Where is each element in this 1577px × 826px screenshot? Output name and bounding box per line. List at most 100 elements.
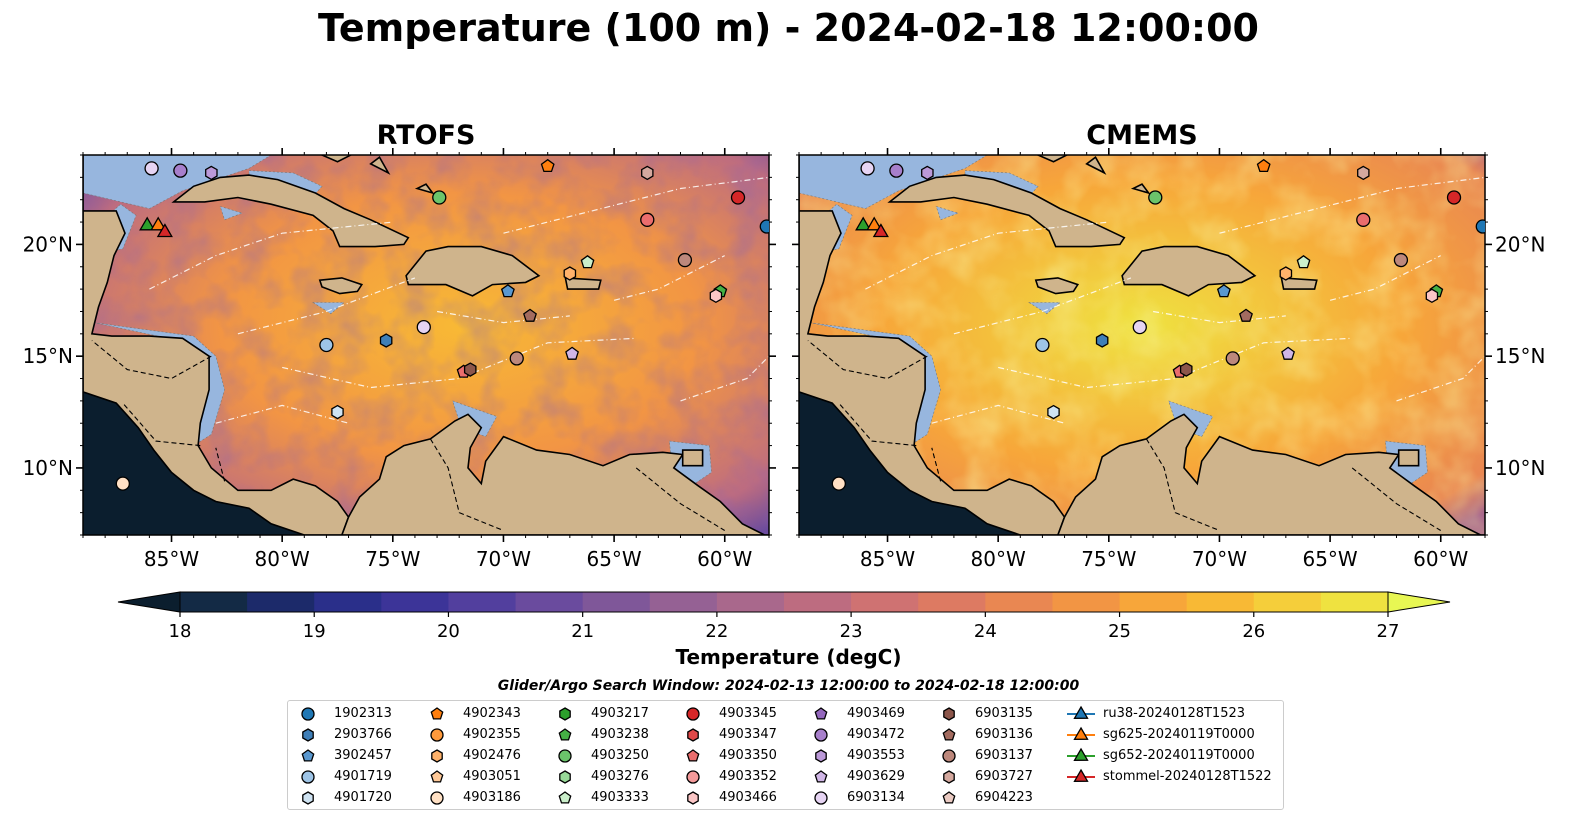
argo-float-marker bbox=[416, 319, 431, 335]
legend-marker bbox=[302, 791, 314, 805]
land-puertoRico bbox=[1280, 277, 1318, 290]
land-centralAmerica bbox=[83, 155, 350, 535]
shelf-water bbox=[935, 205, 960, 221]
eez-boundary bbox=[1153, 310, 1286, 324]
legend-marker bbox=[815, 749, 827, 763]
argo-float-marker bbox=[1148, 190, 1163, 205]
legend-symbol bbox=[302, 728, 314, 742]
argo-float-marker bbox=[709, 288, 723, 304]
colorbar-tick-label: 25 bbox=[1108, 621, 1131, 640]
colorbar-segment bbox=[1052, 592, 1121, 612]
colorbar: 18 19 20 21 22 23 24 25 26 27 bbox=[117, 591, 1451, 640]
legend-symbol bbox=[686, 707, 700, 721]
country-border bbox=[1351, 467, 1441, 531]
legend-marker bbox=[942, 791, 956, 804]
lon-tick-label: 65°W bbox=[586, 547, 641, 571]
legend-symbol bbox=[943, 770, 955, 784]
legend-label: sg625-20240119T0000 bbox=[1103, 727, 1255, 742]
argo-float-marker bbox=[144, 161, 159, 176]
land-bahamasB bbox=[369, 156, 391, 175]
glider-marker bbox=[156, 223, 173, 238]
legend-symbol bbox=[814, 707, 828, 720]
glider-marker bbox=[150, 216, 167, 231]
colorbar-segment bbox=[784, 592, 852, 612]
figure-canvas: 85°W 80°W 75°W 70°W 65°W 60°W 20°N 15°N 10°N 85°… bbox=[23, 148, 1545, 640]
legend-symbol bbox=[558, 791, 572, 804]
shelf-water bbox=[83, 155, 272, 209]
legend-label: 6903136 bbox=[975, 727, 1033, 742]
legend-symbol bbox=[942, 791, 956, 804]
legend-marker bbox=[687, 728, 699, 742]
legend-label: 4903345 bbox=[719, 706, 777, 721]
legend-label: 6903137 bbox=[975, 748, 1033, 763]
argo-float-marker bbox=[509, 351, 524, 366]
legend-label: 4903352 bbox=[719, 769, 777, 784]
legend-label: stommel-20240128T1522 bbox=[1103, 769, 1272, 784]
argo-float-marker bbox=[1095, 333, 1109, 348]
legend-marker bbox=[559, 770, 571, 784]
legend-label: sg652-20240119T0000 bbox=[1103, 748, 1255, 763]
shelf-water bbox=[312, 302, 345, 315]
legend-marker bbox=[814, 791, 828, 805]
colorbar-label: Temperature (degC) bbox=[675, 645, 902, 669]
colorbar-tick-label: 24 bbox=[974, 621, 997, 640]
colorbar-segment bbox=[985, 592, 1053, 612]
legend-label: 4903469 bbox=[847, 706, 905, 721]
eez-boundary bbox=[953, 277, 1132, 335]
lon-tick-label: 70°W bbox=[1192, 547, 1247, 571]
panel-title-cmems: CMEMS bbox=[1086, 120, 1198, 151]
argo-float-marker bbox=[205, 165, 218, 181]
country-border bbox=[807, 340, 928, 380]
colorbar-segment bbox=[1186, 592, 1255, 612]
legend-marker bbox=[558, 791, 572, 804]
argo-float-marker bbox=[860, 161, 875, 176]
lon-tick-label: 80°W bbox=[255, 547, 310, 571]
legend-triangle bbox=[1073, 705, 1089, 719]
land-puertoRico bbox=[564, 277, 602, 290]
colorbar-segment bbox=[314, 592, 382, 612]
legend-label: 1902313 bbox=[334, 706, 392, 721]
eez-boundary bbox=[865, 221, 1109, 290]
argo-float-marker bbox=[1296, 254, 1311, 269]
colorbar-tick-label: 19 bbox=[303, 621, 326, 640]
legend-symbol bbox=[558, 749, 572, 763]
argo-float-marker bbox=[1216, 284, 1231, 298]
glider-marker bbox=[866, 216, 883, 231]
argo-float-marker bbox=[1035, 337, 1050, 353]
argo-float-marker bbox=[889, 163, 904, 178]
legend-label: 4903347 bbox=[719, 727, 777, 742]
legend-symbol bbox=[687, 791, 699, 805]
colorbar-segment bbox=[1119, 592, 1188, 612]
legend-label: 4902343 bbox=[463, 706, 521, 721]
legend-marker bbox=[302, 728, 314, 742]
land-hispaniola bbox=[405, 245, 541, 297]
lat-tick-label: 20°N bbox=[1495, 232, 1545, 256]
eez-boundary bbox=[680, 355, 769, 402]
country-border bbox=[838, 402, 917, 447]
legend-symbol bbox=[815, 749, 827, 763]
legend-label: 2903766 bbox=[334, 727, 392, 742]
land-bahamasB bbox=[1085, 156, 1107, 175]
pacific-cold-water bbox=[799, 391, 1021, 535]
argo-float-marker bbox=[1281, 346, 1295, 360]
colorbar-segment bbox=[381, 592, 449, 612]
legend-marker bbox=[558, 749, 572, 763]
lon-tick-label: 75°W bbox=[365, 547, 420, 571]
land-southAmerica bbox=[1057, 413, 1485, 535]
legend-symbol bbox=[943, 707, 955, 721]
legend-symbol bbox=[559, 707, 571, 721]
colorbar-tick-label: 18 bbox=[169, 621, 192, 640]
eez-boundary bbox=[282, 337, 637, 389]
land-centralAmerica bbox=[799, 155, 1066, 535]
legend-marker bbox=[814, 707, 828, 720]
legend-marker bbox=[943, 770, 955, 784]
legend-symbol bbox=[814, 791, 828, 805]
legend-marker bbox=[430, 770, 444, 783]
colorbar-segment bbox=[1253, 592, 1322, 612]
legend: 1902313 2903766 3902457 4901719 4901720 49023… bbox=[287, 700, 1284, 810]
legend-symbol bbox=[430, 791, 444, 805]
legend-label: 4903250 bbox=[591, 748, 649, 763]
legend-marker bbox=[943, 707, 955, 721]
argo-float-marker bbox=[331, 404, 344, 420]
argo-float-marker bbox=[1225, 351, 1240, 366]
